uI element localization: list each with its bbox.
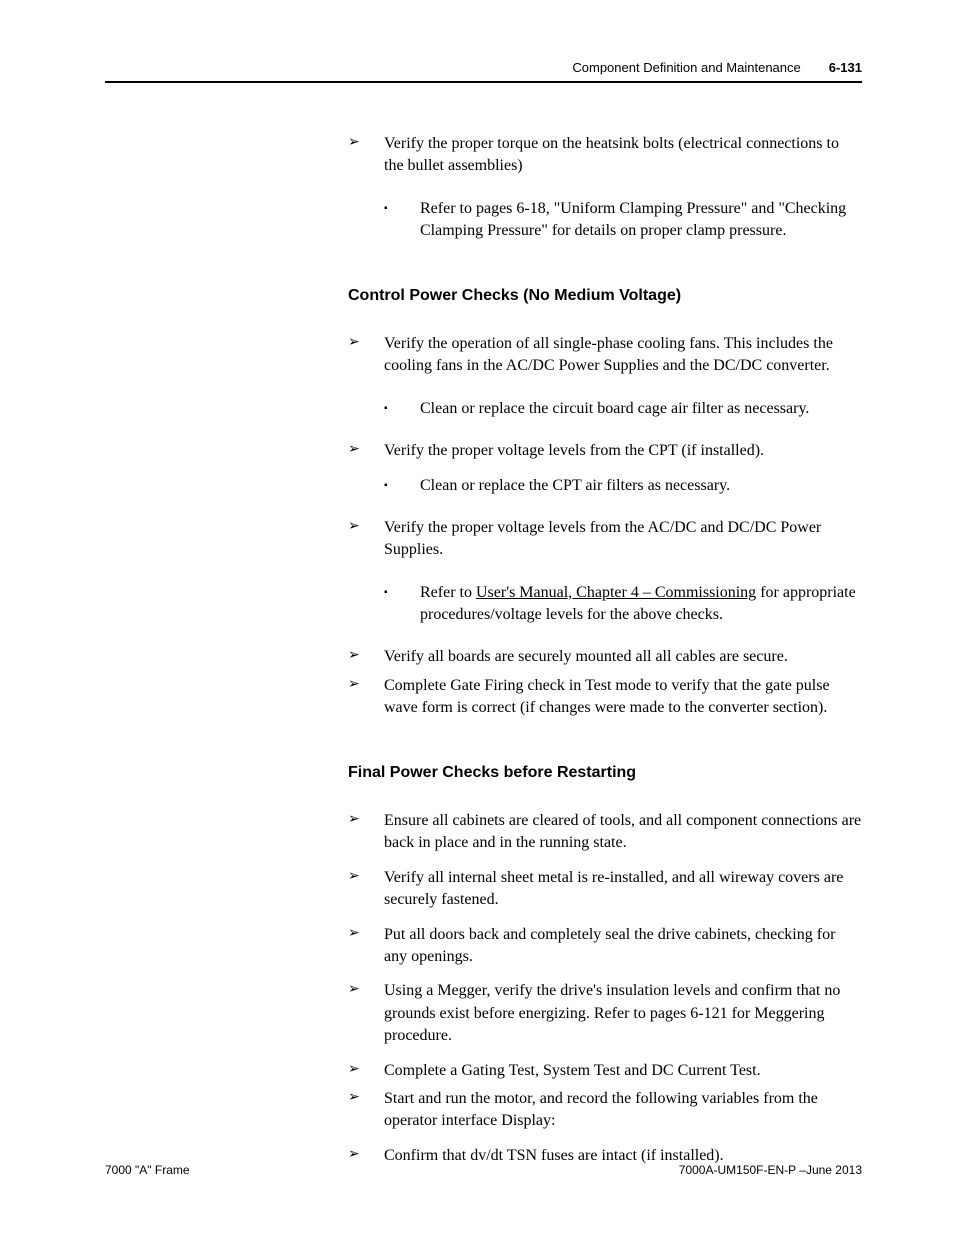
square-bullet-icon: ▪ [384, 582, 420, 627]
list-item-text: Verify all boards are securely mounted a… [384, 646, 862, 668]
arrow-bullet-icon: ➢ [348, 517, 384, 562]
list-item-text: Complete Gate Firing check in Test mode … [384, 675, 862, 720]
arrow-bullet-icon: ➢ [348, 333, 384, 378]
page-container: Component Definition and Maintenance 6-1… [0, 0, 954, 1167]
list-item-text: Verify the proper voltage levels from th… [384, 517, 862, 562]
subitem-link: User's Manual, Chapter 4 – Commissioning [476, 584, 756, 601]
list-item-text: Ensure all cabinets are cleared of tools… [384, 810, 862, 855]
list-item-text: Verify the proper torque on the heatsink… [384, 133, 862, 178]
subitem-prefix: Refer to [420, 584, 476, 601]
arrow-bullet-icon: ➢ [348, 1060, 384, 1082]
header-page-number: 6-131 [829, 60, 862, 75]
list-item: ➢ Using a Megger, verify the drive's ins… [348, 980, 862, 1047]
arrow-bullet-icon: ➢ [348, 980, 384, 1047]
arrow-bullet-icon: ➢ [348, 440, 384, 462]
list-item: ➢ Ensure all cabinets are cleared of too… [348, 810, 862, 855]
arrow-bullet-icon: ➢ [348, 867, 384, 912]
page-footer: 7000 "A" Frame 7000A-UM150F-EN-P –June 2… [105, 1163, 862, 1177]
list-item-text: Put all doors back and completely seal t… [384, 924, 862, 969]
content-area: ➢ Verify the proper torque on the heatsi… [348, 133, 862, 1167]
page-header: Component Definition and Maintenance 6-1… [105, 60, 862, 83]
arrow-bullet-icon: ➢ [348, 646, 384, 668]
list-subitem-text: Clean or replace the CPT air filters as … [420, 475, 862, 497]
list-subitem-text: Refer to User's Manual, Chapter 4 – Comm… [420, 582, 862, 627]
list-item: ➢ Verify the proper voltage levels from … [348, 517, 862, 562]
section-heading-control: Control Power Checks (No Medium Voltage) [348, 285, 862, 307]
list-subitem: ▪ Clean or replace the CPT air filters a… [384, 475, 862, 497]
footer-right: 7000A-UM150F-EN-P –June 2013 [679, 1163, 862, 1177]
list-item-text: Verify the operation of all single-phase… [384, 333, 862, 378]
list-item-text: Complete a Gating Test, System Test and … [384, 1060, 862, 1082]
list-item: ➢ Verify the proper voltage levels from … [348, 440, 862, 462]
arrow-bullet-icon: ➢ [348, 810, 384, 855]
footer-left: 7000 "A" Frame [105, 1163, 190, 1177]
header-title: Component Definition and Maintenance [572, 60, 800, 75]
list-subitem-text: Refer to pages 6-18, "Uniform Clamping P… [420, 198, 862, 243]
square-bullet-icon: ▪ [384, 398, 420, 420]
list-item: ➢ Verify all boards are securely mounted… [348, 646, 862, 668]
list-subitem-text: Clean or replace the circuit board cage … [420, 398, 862, 420]
list-item-text: Start and run the motor, and record the … [384, 1088, 862, 1133]
list-item: ➢ Complete a Gating Test, System Test an… [348, 1060, 862, 1082]
square-bullet-icon: ▪ [384, 198, 420, 243]
list-item: ➢ Verify all internal sheet metal is re-… [348, 867, 862, 912]
list-item: ➢ Verify the proper torque on the heatsi… [348, 133, 862, 178]
list-item: ➢ Put all doors back and completely seal… [348, 924, 862, 969]
list-item: ➢ Verify the operation of all single-pha… [348, 333, 862, 378]
arrow-bullet-icon: ➢ [348, 1088, 384, 1133]
list-subitem: ▪ Clean or replace the circuit board cag… [384, 398, 862, 420]
arrow-bullet-icon: ➢ [348, 675, 384, 720]
section-heading-final: Final Power Checks before Restarting [348, 762, 862, 784]
list-subitem: ▪ Refer to User's Manual, Chapter 4 – Co… [384, 582, 862, 627]
list-item-text: Verify the proper voltage levels from th… [384, 440, 862, 462]
list-item-text: Using a Megger, verify the drive's insul… [384, 980, 862, 1047]
arrow-bullet-icon: ➢ [348, 133, 384, 178]
square-bullet-icon: ▪ [384, 475, 420, 497]
list-item: ➢ Complete Gate Firing check in Test mod… [348, 675, 862, 720]
list-subitem: ▪ Refer to pages 6-18, "Uniform Clamping… [384, 198, 862, 243]
list-item: ➢ Start and run the motor, and record th… [348, 1088, 862, 1133]
list-item-text: Verify all internal sheet metal is re-in… [384, 867, 862, 912]
arrow-bullet-icon: ➢ [348, 924, 384, 969]
